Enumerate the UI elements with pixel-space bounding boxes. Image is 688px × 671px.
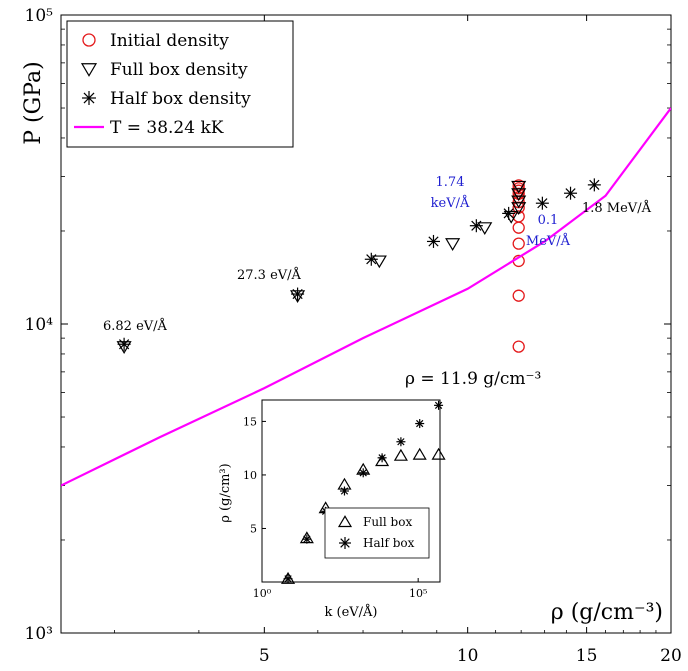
x-tick-label: 15: [576, 646, 598, 666]
x-tick-label: 20: [660, 646, 682, 666]
inset-plot: 10⁰ 10⁵ 5 10 15 k (eV/Å) ρ (g/cm³) Full box Half…: [218, 399, 446, 620]
inset-y-tick-label: 10: [243, 469, 257, 482]
isotherm-line: [61, 107, 671, 487]
y-tick-label: 10⁴: [25, 315, 54, 335]
inset-x-tick-label: 10⁰: [253, 587, 272, 600]
legend-marker: [82, 91, 96, 105]
data-point: [364, 252, 378, 266]
data-point: [512, 237, 525, 250]
annotation: 0.1: [538, 213, 559, 228]
annotation: 1.74: [436, 175, 465, 190]
data-point: [512, 210, 525, 223]
data-point: [291, 287, 305, 301]
inset-legend-marker: [339, 537, 351, 549]
y-tick-label: 10⁵: [25, 6, 54, 26]
inset-data-point: [377, 453, 387, 463]
legend-item: Initial density: [82, 31, 229, 51]
inset-y-tick-label: 15: [243, 415, 257, 428]
series-line: [61, 107, 671, 487]
inset-data-point: [358, 468, 368, 478]
inset-data-point: [434, 400, 444, 410]
inset-data-point: [302, 534, 312, 544]
data-point: [564, 186, 578, 200]
inset-y-tick-label: 5: [250, 522, 257, 535]
data-point: [511, 195, 527, 209]
data-point: [587, 178, 601, 192]
inset-data-point: [415, 419, 425, 429]
data-point: [502, 206, 516, 220]
legend: Initial density Full box density Half box …: [66, 20, 294, 148]
legend-box: [66, 20, 294, 148]
inset-data-point: [396, 437, 406, 447]
x-tick-label: 5: [259, 646, 270, 666]
inset-data-point: [431, 447, 446, 460]
legend-item: T = 38.24 kK: [74, 118, 224, 138]
annotation: 27.3 eV/Å: [237, 267, 302, 283]
main-plot: 5 10 15 20 10³ 10⁴ 10⁵ ρ (g/cm⁻³) P (GPa) 6.82 eV…: [21, 6, 682, 666]
data-point: [512, 340, 525, 353]
inset-legend: Full box Half box: [324, 507, 430, 559]
y-tick-label: 10³: [25, 624, 53, 644]
inset-y-axis-label: ρ (g/cm³): [218, 463, 233, 522]
inset-series-asterisk: [283, 400, 444, 584]
legend-marker: [82, 33, 96, 47]
annotation: ρ = 11.9 g/cm⁻³: [405, 369, 541, 389]
series-asterisk: [117, 178, 601, 351]
legend-item: Full box density: [80, 60, 248, 80]
legend-label: T = 38.24 kK: [110, 118, 224, 138]
inset-legend-label: Full box: [363, 515, 412, 529]
x-axis-label: ρ (g/cm⁻³): [551, 600, 663, 625]
data-point: [445, 238, 461, 251]
inset-legend-label: Half box: [363, 536, 415, 550]
y-axis-label: P (GPa): [21, 61, 46, 144]
inset-x-tick-label: 10⁵: [409, 587, 427, 600]
series-circle: [512, 179, 525, 353]
inset-data-point: [283, 574, 293, 584]
inset-data-point: [412, 447, 427, 460]
annotation: 6.82 eV/Å: [103, 318, 168, 334]
data-point: [512, 289, 525, 302]
data-point: [371, 255, 387, 269]
legend-label: Half box density: [110, 89, 251, 109]
data-point: [535, 196, 549, 210]
data-point: [117, 337, 131, 351]
data-point: [511, 188, 527, 202]
annotation: MeV/Å: [526, 233, 571, 249]
legend-label: Initial density: [110, 31, 229, 51]
data-point: [512, 221, 525, 234]
inset-data-point: [339, 486, 349, 496]
data-point: [511, 202, 527, 215]
data-point: [477, 222, 493, 236]
legend-marker: [80, 63, 98, 77]
inset-x-axis-label: k (eV/Å): [324, 604, 377, 620]
inset-legend-box: [324, 507, 430, 559]
data-point: [512, 182, 525, 195]
legend-item: Half box density: [82, 89, 251, 109]
annotation: keV/Å: [431, 195, 470, 211]
data-point: [512, 179, 525, 192]
data-point: [469, 219, 483, 233]
legend-label: Full box density: [110, 60, 248, 80]
x-tick-label: 10: [457, 646, 479, 666]
inset-legend-marker: [337, 515, 353, 528]
data-point: [426, 234, 440, 248]
data-point: [511, 180, 527, 194]
inset-data-point: [393, 448, 408, 461]
annotation: 1.8 MeV/Å: [582, 200, 652, 216]
